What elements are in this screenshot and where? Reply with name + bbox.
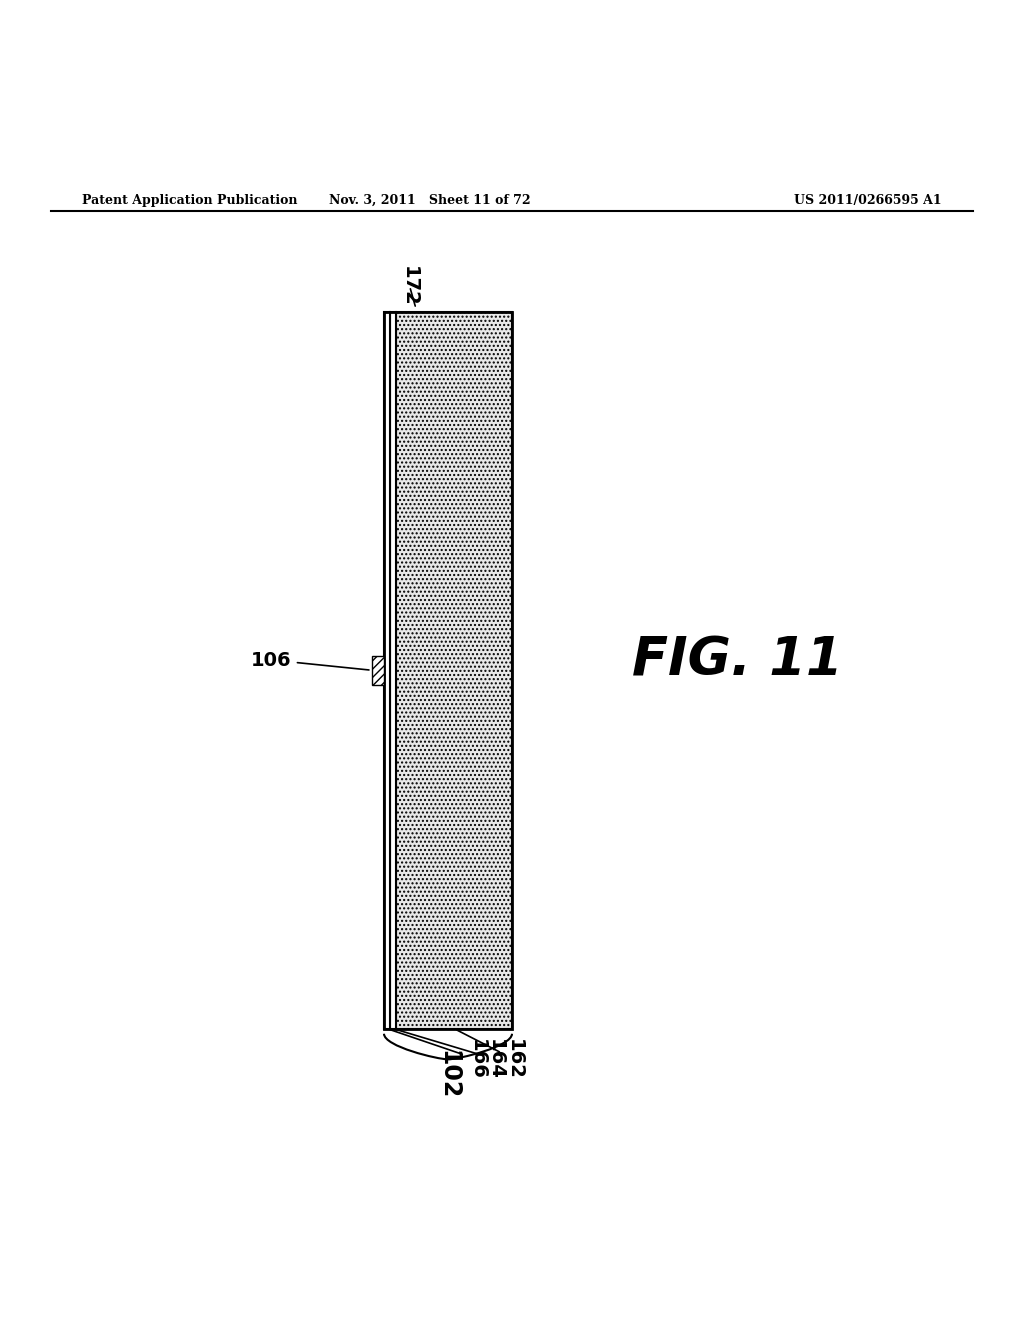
Text: Nov. 3, 2011   Sheet 11 of 72: Nov. 3, 2011 Sheet 11 of 72 (330, 194, 530, 207)
Text: 102: 102 (436, 1051, 460, 1100)
Text: 172: 172 (400, 265, 419, 306)
Text: 106: 106 (251, 651, 369, 671)
Text: FIG. 11: FIG. 11 (632, 634, 843, 686)
Bar (384, 312, 390, 1028)
Bar (384, 312, 512, 1028)
Text: Patent Application Publication: Patent Application Publication (82, 194, 297, 207)
Text: 166: 166 (390, 1030, 486, 1080)
Text: 162: 162 (457, 1030, 523, 1080)
Text: US 2011/0266595 A1: US 2011/0266595 A1 (795, 194, 942, 207)
Bar (372, 656, 384, 685)
Bar (390, 312, 396, 1028)
Text: 164: 164 (396, 1030, 505, 1080)
Bar (396, 312, 512, 1028)
